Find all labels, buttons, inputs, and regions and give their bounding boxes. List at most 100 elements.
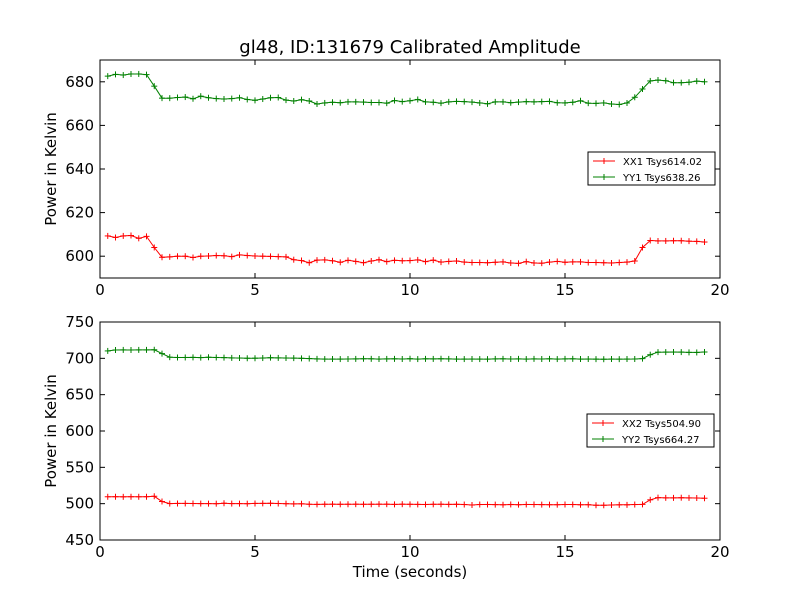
- data-point: [143, 71, 150, 78]
- data-point: [655, 494, 661, 501]
- data-point: [221, 252, 227, 259]
- data-point: [151, 244, 158, 251]
- data-point: [135, 346, 142, 353]
- data-point: [639, 355, 646, 362]
- data-point: [662, 77, 669, 84]
- y-tick-label: 500: [65, 495, 94, 513]
- data-point: [639, 501, 646, 508]
- data-point: [244, 355, 251, 362]
- data-point: [329, 356, 336, 363]
- data-point: [593, 356, 599, 363]
- data-point: [321, 256, 328, 263]
- data-point: [244, 500, 251, 507]
- data-point: [112, 71, 119, 78]
- data-point: [624, 501, 630, 508]
- data-point: [569, 501, 576, 508]
- y-tick-label: 620: [65, 204, 94, 222]
- y-axis-label: Power in Kelvin: [42, 112, 60, 226]
- data-point: [360, 501, 367, 508]
- data-point: [678, 237, 685, 244]
- data-point: [469, 259, 475, 266]
- data-point: [399, 257, 406, 264]
- data-point: [414, 501, 421, 508]
- data-point: [577, 501, 584, 508]
- data-point: [213, 95, 220, 102]
- data-point: [445, 355, 452, 362]
- data-point: [352, 355, 359, 362]
- data-point: [275, 94, 282, 101]
- data-point: [593, 502, 599, 509]
- legend-marker: [600, 420, 606, 426]
- data-point: [430, 501, 437, 508]
- data-point: [399, 98, 406, 105]
- y-tick-label: 450: [65, 531, 94, 549]
- data-point: [678, 79, 685, 86]
- data-point: [275, 354, 282, 361]
- data-point: [523, 356, 530, 363]
- data-point: [120, 493, 127, 500]
- data-point: [159, 95, 165, 102]
- data-point: [267, 253, 274, 260]
- x-tick-label: 5: [250, 543, 260, 561]
- data-point: [538, 355, 545, 362]
- data-point: [593, 259, 599, 266]
- data-point: [228, 500, 235, 507]
- data-point: [577, 97, 584, 104]
- data-point: [678, 349, 685, 356]
- data-point: [213, 252, 220, 259]
- data-point: [298, 355, 305, 362]
- data-point: [314, 101, 320, 108]
- data-point: [166, 354, 173, 361]
- data-point: [337, 501, 344, 508]
- y-tick-label: 600: [65, 422, 94, 440]
- data-point: [631, 355, 638, 362]
- data-point: [407, 97, 413, 104]
- data-point: [492, 98, 499, 105]
- data-point: [298, 96, 305, 103]
- data-point: [368, 257, 375, 264]
- data-point: [275, 500, 282, 507]
- data-point: [670, 79, 677, 86]
- data-point: [128, 493, 134, 500]
- data-point: [500, 258, 506, 265]
- data-point: [228, 95, 235, 102]
- data-point: [438, 501, 444, 508]
- data-point: [492, 501, 499, 508]
- data-point: [678, 494, 685, 501]
- x-tick-label: 0: [95, 281, 105, 299]
- data-point: [430, 355, 437, 362]
- data-point: [221, 354, 227, 361]
- data-point: [128, 232, 134, 239]
- data-point: [135, 70, 142, 77]
- data-point: [314, 355, 320, 362]
- data-point: [112, 346, 119, 353]
- data-point: [430, 99, 437, 106]
- data-point: [585, 501, 592, 508]
- x-tick-label: 15: [555, 281, 574, 299]
- data-point: [368, 99, 375, 106]
- data-point: [391, 501, 398, 508]
- data-point: [445, 258, 452, 265]
- data-point: [407, 501, 413, 508]
- data-point: [600, 502, 607, 509]
- data-point: [422, 98, 429, 105]
- data-point: [197, 500, 204, 507]
- data-point: [236, 355, 243, 362]
- data-point: [624, 259, 630, 266]
- data-point: [647, 351, 654, 358]
- data-point: [120, 232, 127, 239]
- data-point: [608, 501, 615, 508]
- data-point: [275, 253, 282, 260]
- data-point: [585, 100, 592, 107]
- y-tick-label: 680: [65, 73, 94, 91]
- data-point: [469, 501, 475, 508]
- data-point: [383, 100, 390, 107]
- legend-marker: [601, 158, 607, 164]
- data-point: [166, 500, 173, 507]
- data-point: [345, 98, 351, 105]
- data-point: [190, 500, 196, 507]
- data-point: [345, 257, 351, 264]
- data-point: [631, 501, 638, 508]
- data-point: [701, 349, 708, 356]
- data-point: [430, 257, 437, 264]
